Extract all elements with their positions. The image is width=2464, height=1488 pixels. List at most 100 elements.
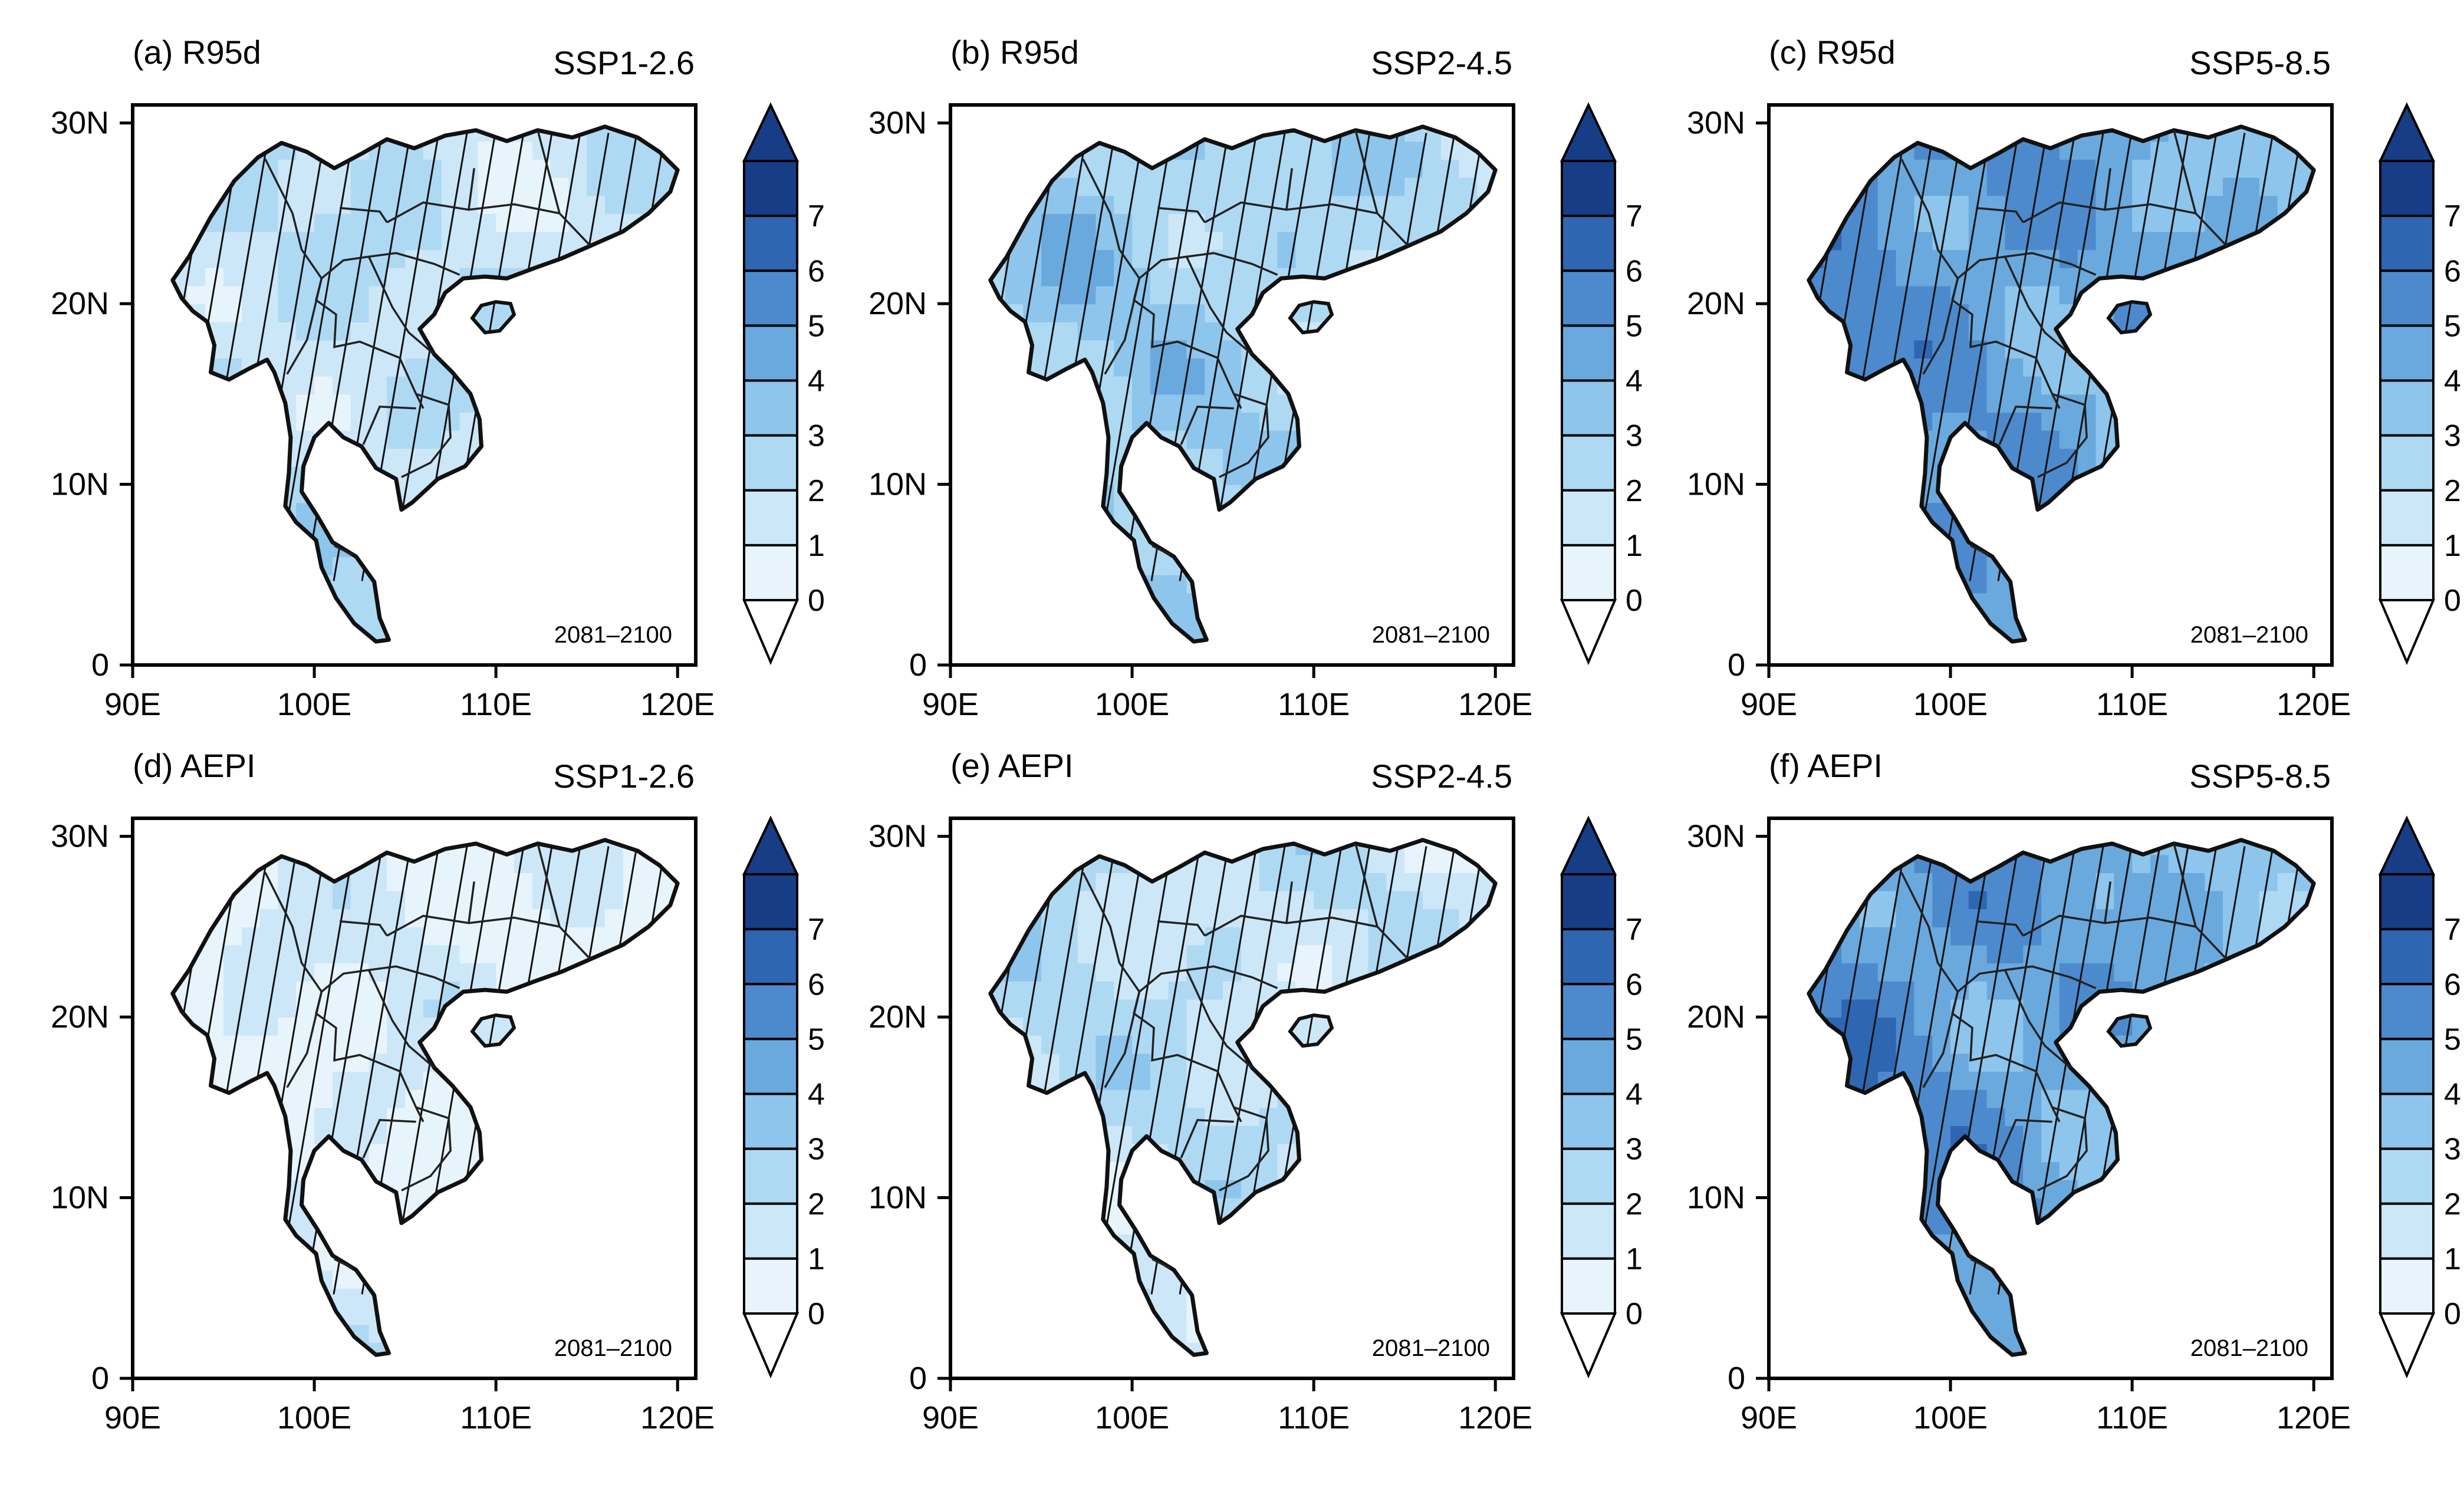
border-line: [1133, 991, 1242, 1122]
colorbar-tick-label: 2: [1626, 1187, 1643, 1222]
colorbar-tick-label: 5: [808, 1022, 825, 1056]
colorbar-tick-label: 0: [1626, 1297, 1643, 1331]
colorbar-tick-label: 3: [1626, 1133, 1643, 1167]
x-tick-label: 110E: [460, 1400, 532, 1436]
y-tick-label: 20N: [1687, 286, 1745, 321]
colorbar-segment: [1561, 1257, 1616, 1315]
colorbar-segment: [1561, 928, 1616, 986]
plot-frame: [1767, 817, 2334, 1380]
colorbar-tick-label: 4: [808, 364, 825, 399]
colorbar-segment: [743, 215, 798, 272]
colorbar-segment: [743, 434, 798, 492]
scenario-label: SSP5-8.5: [2189, 44, 2331, 81]
y-tick-label: 0: [91, 647, 109, 683]
border-line: [2104, 881, 2111, 923]
colorbar-max-arrow: [2378, 815, 2436, 875]
colorbar-tick-label: 3: [2444, 419, 2461, 453]
colorbar-segment: [2379, 1092, 2435, 1150]
colorbar-tick-label: 1: [2444, 1242, 2461, 1276]
panel-label: (f) AEPI: [1769, 747, 1883, 784]
colorbar-tick-label: 0: [2444, 584, 2461, 618]
x-tick-label: 120E: [640, 687, 715, 722]
colorbar-segment: [2379, 434, 2435, 492]
border-line: [264, 872, 323, 993]
colorbar-tick-label: 5: [1626, 309, 1643, 343]
border-line: [1219, 393, 1269, 478]
colorbar-segment: [2379, 1147, 2435, 1205]
border-line: [401, 393, 452, 478]
x-tick-label: 90E: [922, 687, 979, 722]
plot-frame: [949, 103, 1515, 667]
border-line: [1922, 991, 1959, 1088]
border-line: [1152, 545, 1171, 556]
colorbar-tick-label: 7: [2444, 913, 2461, 947]
border-line: [1082, 872, 1140, 993]
y-tick-label: 10N: [51, 467, 109, 502]
colorbar-segment: [743, 269, 798, 327]
x-tick-label: 110E: [2096, 687, 2168, 722]
island-outline: [1288, 1013, 1334, 1048]
border-line: [2037, 1106, 2088, 1191]
border-line: [1976, 920, 2024, 937]
scenario-label: SSP5-8.5: [2189, 758, 2331, 795]
y-tick-label: 20N: [869, 286, 927, 321]
border-line: [1139, 252, 1278, 279]
y-tick-label: 10N: [869, 467, 927, 502]
border-line: [1180, 405, 1234, 445]
colorbar-tick-label: 5: [2444, 1022, 2461, 1056]
colorbar-segment: [2379, 379, 2435, 437]
map-panel: 90E 100E 110E 120E 0 10N 20N 30N (d) AEPI SSP1-2.…: [51, 747, 825, 1436]
period-label: 2081–2100: [2190, 1335, 2308, 1361]
x-tick-label: 120E: [1458, 1400, 1532, 1436]
border-line: [1900, 872, 1959, 993]
x-tick-label: 120E: [2277, 1400, 2351, 1436]
y-tick-label: 0: [909, 647, 927, 683]
border-line: [367, 969, 435, 1069]
period-label: 2081–2100: [1372, 622, 1490, 648]
colorbar-segment: [2379, 983, 2435, 1041]
scenario-label: SSP2-4.5: [1371, 44, 1512, 81]
y-tick-label: 20N: [51, 286, 109, 321]
border-line: [537, 130, 591, 247]
border-line: [2104, 168, 2111, 210]
border-line: [340, 206, 388, 223]
x-tick-label: 100E: [277, 687, 351, 722]
y-tick-label: 20N: [869, 999, 927, 1035]
colorbar-min-arrow: [2378, 599, 2436, 666]
colorbar-segment: [1561, 434, 1616, 492]
colorbar: 0 1 2 3 4 5 6 7: [742, 815, 825, 1379]
colorbar-segment: [2379, 215, 2435, 272]
colorbar-segment: [2379, 160, 2435, 218]
border-line: [286, 991, 323, 1088]
period-label: 2081–2100: [1372, 1335, 1490, 1361]
y-tick-label: 30N: [1687, 819, 1745, 854]
colorbar-min-arrow: [742, 1312, 800, 1379]
colorbar-segment: [743, 1202, 798, 1260]
y-tick-label: 30N: [51, 819, 109, 854]
colorbar-tick-label: 4: [2444, 1078, 2461, 1112]
colorbar-segment: [2379, 1257, 2435, 1315]
colorbar-segment: [743, 928, 798, 986]
colorbar-segment: [1561, 1202, 1616, 1260]
border-line: [1951, 991, 2061, 1122]
colorbar-tick-label: 0: [808, 1297, 825, 1331]
colorbar-tick-label: 3: [2444, 1133, 2461, 1167]
x-tick-label: 90E: [104, 687, 161, 722]
island-outline: [1288, 299, 1334, 335]
border-line: [1900, 159, 1959, 279]
colorbar-segment: [1561, 1092, 1616, 1150]
colorbar-tick-label: 7: [1626, 913, 1643, 947]
border-line: [1951, 278, 2061, 409]
plot-frame: [949, 817, 1515, 1380]
colorbar-segment: [743, 1038, 798, 1095]
colorbar-segment: [1561, 269, 1616, 327]
x-tick-label: 110E: [1278, 687, 1350, 722]
colorbar-tick-label: 4: [1626, 1078, 1643, 1112]
x-tick-label: 100E: [1095, 1400, 1169, 1436]
border-line: [340, 920, 388, 937]
island-outline: [2106, 1013, 2153, 1048]
scenario-label: SSP2-4.5: [1371, 758, 1512, 795]
y-tick-label: 30N: [869, 819, 927, 854]
border-line: [468, 168, 475, 210]
colorbar-tick-label: 4: [808, 1078, 825, 1112]
